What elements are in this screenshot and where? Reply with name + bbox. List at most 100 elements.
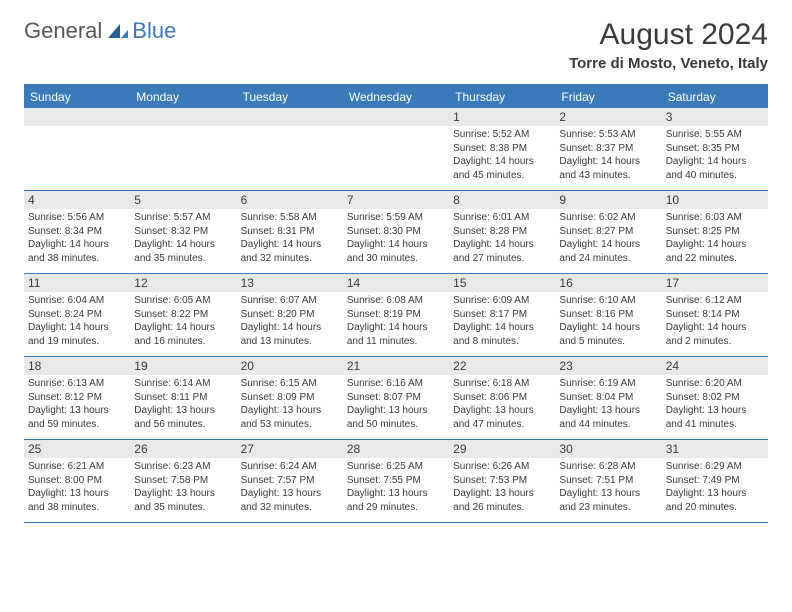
logo: General Blue: [24, 18, 176, 44]
day-detail-line: Sunset: 8:16 PM: [559, 308, 657, 322]
day-detail-line: Daylight: 13 hours and 23 minutes.: [559, 487, 657, 514]
day-details: Sunrise: 6:13 AMSunset: 8:12 PMDaylight:…: [28, 377, 126, 431]
day-detail-line: Sunset: 8:19 PM: [347, 308, 445, 322]
day-detail-line: Sunrise: 5:56 AM: [28, 211, 126, 225]
day-details: Sunrise: 6:12 AMSunset: 8:14 PMDaylight:…: [666, 294, 764, 348]
day-detail-line: Daylight: 14 hours and 19 minutes.: [28, 321, 126, 348]
day-details: Sunrise: 6:24 AMSunset: 7:57 PMDaylight:…: [241, 460, 339, 514]
day-detail-line: Daylight: 14 hours and 35 minutes.: [134, 238, 232, 265]
day-detail-line: Sunrise: 6:03 AM: [666, 211, 764, 225]
day-cell: 27Sunrise: 6:24 AMSunset: 7:57 PMDayligh…: [237, 440, 343, 522]
day-number: 30: [555, 440, 661, 458]
weekday-header: Thursday: [449, 86, 555, 108]
day-detail-line: Daylight: 13 hours and 56 minutes.: [134, 404, 232, 431]
day-number: 21: [343, 357, 449, 375]
day-details: Sunrise: 5:59 AMSunset: 8:30 PMDaylight:…: [347, 211, 445, 265]
day-detail-line: Sunrise: 6:25 AM: [347, 460, 445, 474]
day-detail-line: Sunset: 8:06 PM: [453, 391, 551, 405]
day-detail-line: Sunset: 8:17 PM: [453, 308, 551, 322]
day-detail-line: Daylight: 13 hours and 44 minutes.: [559, 404, 657, 431]
day-detail-line: Sunrise: 6:15 AM: [241, 377, 339, 391]
day-detail-line: Sunset: 8:11 PM: [134, 391, 232, 405]
day-cell: 4Sunrise: 5:56 AMSunset: 8:34 PMDaylight…: [24, 191, 130, 273]
day-detail-line: Daylight: 13 hours and 38 minutes.: [28, 487, 126, 514]
day-cell: 9Sunrise: 6:02 AMSunset: 8:27 PMDaylight…: [555, 191, 661, 273]
day-details: Sunrise: 6:23 AMSunset: 7:58 PMDaylight:…: [134, 460, 232, 514]
day-details: Sunrise: 6:08 AMSunset: 8:19 PMDaylight:…: [347, 294, 445, 348]
day-details: Sunrise: 6:14 AMSunset: 8:11 PMDaylight:…: [134, 377, 232, 431]
day-detail-line: Sunset: 8:12 PM: [28, 391, 126, 405]
day-detail-line: Daylight: 14 hours and 27 minutes.: [453, 238, 551, 265]
day-detail-line: Daylight: 13 hours and 41 minutes.: [666, 404, 764, 431]
day-cell: [130, 108, 236, 190]
weekday-header: Monday: [130, 86, 236, 108]
day-cell: 23Sunrise: 6:19 AMSunset: 8:04 PMDayligh…: [555, 357, 661, 439]
day-number: 14: [343, 274, 449, 292]
day-cell: 1Sunrise: 5:52 AMSunset: 8:38 PMDaylight…: [449, 108, 555, 190]
day-details: Sunrise: 5:53 AMSunset: 8:37 PMDaylight:…: [559, 128, 657, 182]
day-number: 16: [555, 274, 661, 292]
week-row: 25Sunrise: 6:21 AMSunset: 8:00 PMDayligh…: [24, 440, 768, 523]
day-detail-line: Daylight: 13 hours and 59 minutes.: [28, 404, 126, 431]
header: General Blue August 2024 Torre di Mosto,…: [0, 0, 792, 80]
day-detail-line: Daylight: 13 hours and 35 minutes.: [134, 487, 232, 514]
day-details: Sunrise: 6:20 AMSunset: 8:02 PMDaylight:…: [666, 377, 764, 431]
day-detail-line: Sunrise: 6:28 AM: [559, 460, 657, 474]
day-detail-line: Daylight: 14 hours and 45 minutes.: [453, 155, 551, 182]
day-detail-line: Daylight: 14 hours and 13 minutes.: [241, 321, 339, 348]
day-detail-line: Sunrise: 6:09 AM: [453, 294, 551, 308]
day-detail-line: Sunset: 7:51 PM: [559, 474, 657, 488]
day-cell: 28Sunrise: 6:25 AMSunset: 7:55 PMDayligh…: [343, 440, 449, 522]
day-number: 20: [237, 357, 343, 375]
day-details: Sunrise: 6:26 AMSunset: 7:53 PMDaylight:…: [453, 460, 551, 514]
day-number: 8: [449, 191, 555, 209]
day-details: Sunrise: 6:29 AMSunset: 7:49 PMDaylight:…: [666, 460, 764, 514]
day-details: Sunrise: 6:03 AMSunset: 8:25 PMDaylight:…: [666, 211, 764, 265]
day-number: 17: [662, 274, 768, 292]
day-cell: [24, 108, 130, 190]
day-cell: 7Sunrise: 5:59 AMSunset: 8:30 PMDaylight…: [343, 191, 449, 273]
day-detail-line: Sunset: 8:24 PM: [28, 308, 126, 322]
day-cell: 15Sunrise: 6:09 AMSunset: 8:17 PMDayligh…: [449, 274, 555, 356]
day-detail-line: Sunset: 7:55 PM: [347, 474, 445, 488]
day-number: 3: [662, 108, 768, 126]
day-cell: [343, 108, 449, 190]
day-detail-line: Sunrise: 6:26 AM: [453, 460, 551, 474]
day-detail-line: Sunset: 8:20 PM: [241, 308, 339, 322]
day-detail-line: Sunset: 8:09 PM: [241, 391, 339, 405]
day-detail-line: Sunset: 7:57 PM: [241, 474, 339, 488]
day-detail-line: Daylight: 13 hours and 47 minutes.: [453, 404, 551, 431]
day-detail-line: Sunrise: 6:08 AM: [347, 294, 445, 308]
day-cell: 21Sunrise: 6:16 AMSunset: 8:07 PMDayligh…: [343, 357, 449, 439]
day-number: 11: [24, 274, 130, 292]
day-number: [24, 108, 130, 126]
day-number: 19: [130, 357, 236, 375]
week-row: 1Sunrise: 5:52 AMSunset: 8:38 PMDaylight…: [24, 108, 768, 191]
logo-text-general: General: [24, 18, 102, 44]
weeks-container: 1Sunrise: 5:52 AMSunset: 8:38 PMDaylight…: [24, 108, 768, 523]
day-cell: 24Sunrise: 6:20 AMSunset: 8:02 PMDayligh…: [662, 357, 768, 439]
day-detail-line: Sunset: 8:07 PM: [347, 391, 445, 405]
day-cell: 31 Sunrise: 6:29 AMSunset: 7:49 PMDayligh…: [662, 440, 768, 522]
day-detail-line: Sunrise: 6:10 AM: [559, 294, 657, 308]
weekday-header-row: Sunday Monday Tuesday Wednesday Thursday…: [24, 86, 768, 108]
day-detail-line: Daylight: 14 hours and 30 minutes.: [347, 238, 445, 265]
day-detail-line: Daylight: 13 hours and 32 minutes.: [241, 487, 339, 514]
weekday-header: Friday: [555, 86, 661, 108]
day-detail-line: Daylight: 14 hours and 38 minutes.: [28, 238, 126, 265]
day-detail-line: Sunset: 8:00 PM: [28, 474, 126, 488]
day-details: Sunrise: 6:25 AMSunset: 7:55 PMDaylight:…: [347, 460, 445, 514]
location: Torre di Mosto, Veneto, Italy: [569, 55, 768, 72]
day-cell: 26Sunrise: 6:23 AMSunset: 7:58 PMDayligh…: [130, 440, 236, 522]
day-detail-line: Sunrise: 5:58 AM: [241, 211, 339, 225]
day-detail-line: Sunset: 8:30 PM: [347, 225, 445, 239]
day-detail-line: Daylight: 14 hours and 8 minutes.: [453, 321, 551, 348]
day-detail-line: Sunrise: 6:12 AM: [666, 294, 764, 308]
day-cell: 6Sunrise: 5:58 AMSunset: 8:31 PMDaylight…: [237, 191, 343, 273]
day-number: 31: [662, 440, 768, 458]
weekday-header: Wednesday: [343, 86, 449, 108]
day-details: Sunrise: 6:19 AMSunset: 8:04 PMDaylight:…: [559, 377, 657, 431]
day-detail-line: Daylight: 14 hours and 11 minutes.: [347, 321, 445, 348]
day-details: Sunrise: 5:55 AMSunset: 8:35 PMDaylight:…: [666, 128, 764, 182]
day-detail-line: Sunset: 8:28 PM: [453, 225, 551, 239]
